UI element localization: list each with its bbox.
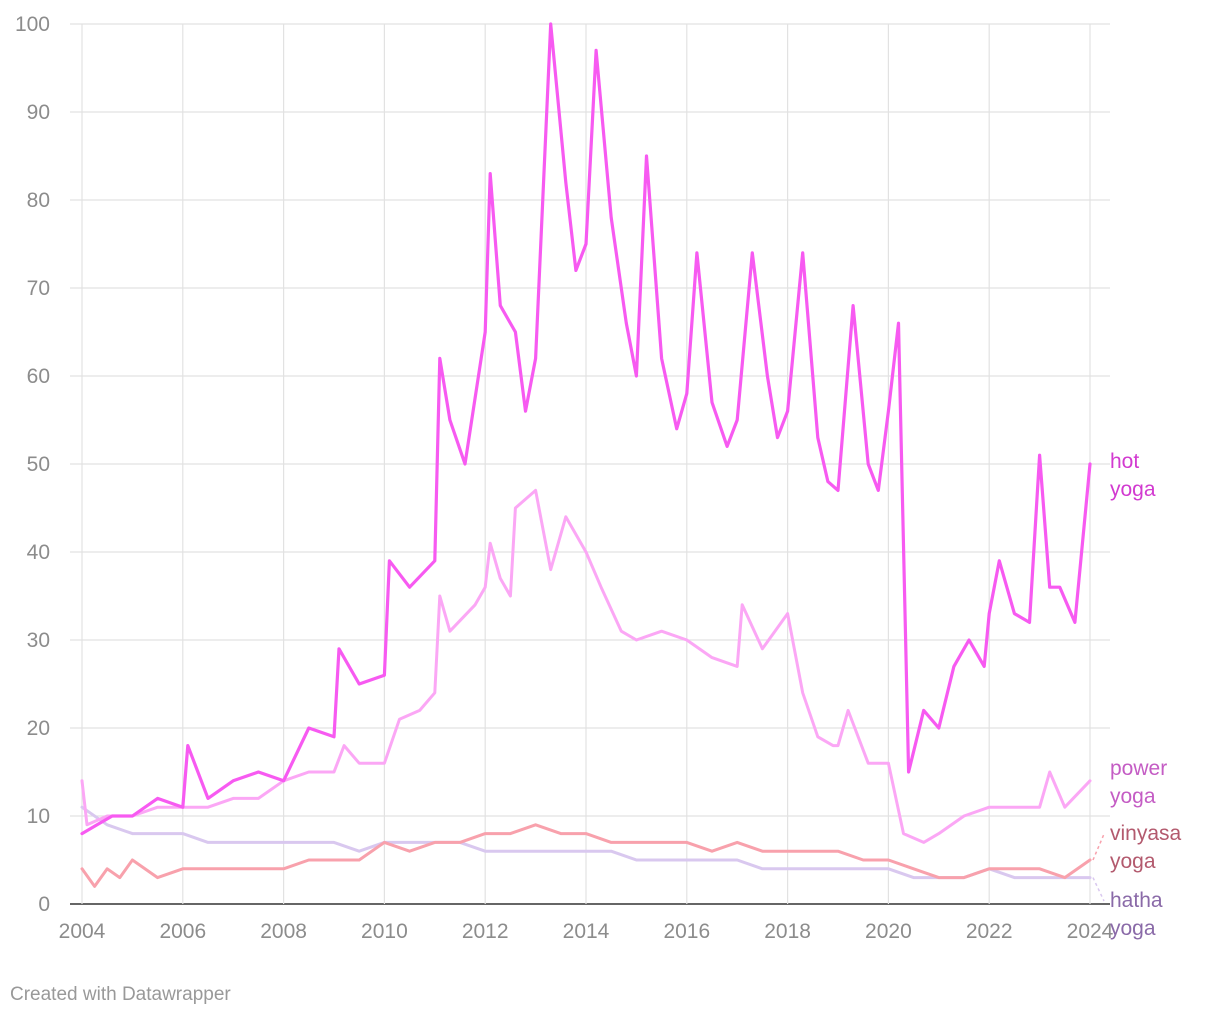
label-connector-hatha-yoga xyxy=(1092,877,1105,902)
y-tick-label: 90 xyxy=(27,101,50,124)
y-axis: 0 10 20 30 40 50 60 70 80 90 100 xyxy=(15,13,50,916)
y-tick-label: 10 xyxy=(27,805,50,828)
y-tick-label: 40 xyxy=(27,541,50,564)
x-axis: 2004 2006 2008 2010 2012 2014 2016 2018 2020 2022… xyxy=(59,920,1114,943)
y-tick-label: 50 xyxy=(27,453,50,476)
x-tick-label: 2010 xyxy=(361,920,408,943)
x-tick-label: 2018 xyxy=(764,920,811,943)
series-label-line: hatha xyxy=(1110,889,1163,912)
x-tick-label: 2012 xyxy=(462,920,509,943)
y-tick-label: 30 xyxy=(27,629,50,652)
series-label-hot-yoga: hot yoga xyxy=(1110,450,1156,501)
x-tick-label: 2022 xyxy=(966,920,1013,943)
y-tick-label: 70 xyxy=(27,277,50,300)
series-line-vinyasa-yoga xyxy=(80,823,1092,888)
series-line-power-yoga xyxy=(80,488,1092,844)
series-label-line: hot xyxy=(1110,450,1139,473)
x-tick-label: 2014 xyxy=(563,920,610,943)
series-label-line: yoga xyxy=(1110,850,1156,873)
x-tick-label: 2024 xyxy=(1067,920,1114,943)
series-labels: hatha yoga vinyasa yoga power yoga hot yoga xyxy=(1092,450,1182,940)
y-tick-label: 80 xyxy=(27,189,50,212)
series-label-line: power xyxy=(1110,757,1167,780)
series-label-line: yoga xyxy=(1110,478,1156,501)
series-label-hatha-yoga: hatha yoga xyxy=(1110,889,1163,940)
series-lines xyxy=(80,22,1092,888)
series-label-line: yoga xyxy=(1110,917,1156,940)
series-label-vinyasa-yoga: vinyasa yoga xyxy=(1110,822,1182,873)
label-connector-vinyasa-yoga xyxy=(1092,833,1105,861)
series-label-line: yoga xyxy=(1110,785,1156,808)
credit-text: Created with Datawrapper xyxy=(10,984,231,1005)
x-tick-label: 2008 xyxy=(260,920,307,943)
grid xyxy=(70,23,1110,905)
series-line-hatha-yoga xyxy=(80,805,1092,880)
series-line-hot-yoga xyxy=(80,22,1092,836)
y-tick-label: 100 xyxy=(15,13,50,36)
series-label-power-yoga: power yoga xyxy=(1110,757,1167,808)
x-tick-label: 2016 xyxy=(663,920,710,943)
y-tick-label: 60 xyxy=(27,365,50,388)
y-tick-label: 20 xyxy=(27,717,50,740)
x-tick-label: 2006 xyxy=(159,920,206,943)
y-tick-label: 0 xyxy=(38,893,50,916)
x-tick-label: 2004 xyxy=(59,920,106,943)
series-label-line: vinyasa xyxy=(1110,822,1182,845)
x-tick-label: 2020 xyxy=(865,920,912,943)
